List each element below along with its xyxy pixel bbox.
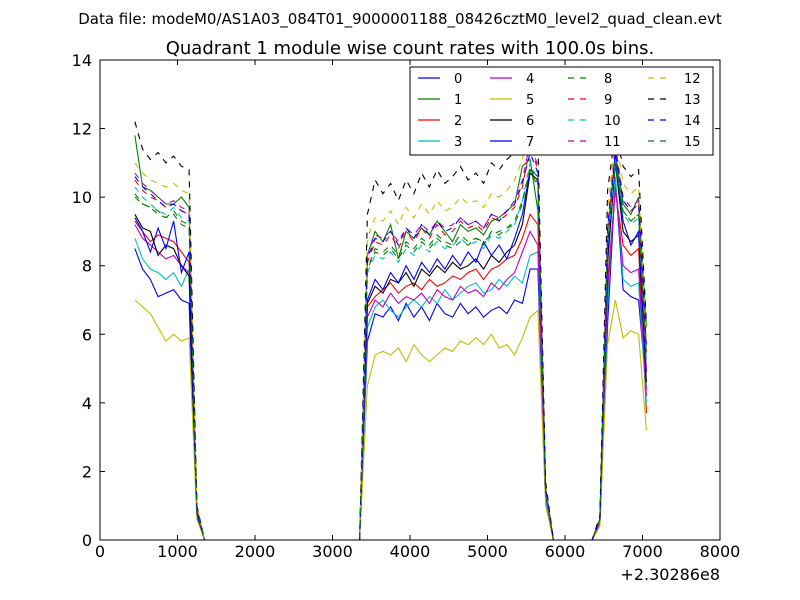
series-line-13 [134, 121, 647, 541]
legend-label-3: 3 [454, 135, 462, 150]
legend-label-12: 12 [684, 72, 701, 87]
y-tick-label: 4 [82, 394, 92, 413]
x-tick-label: 5000 [467, 542, 508, 561]
series-line-6 [134, 162, 647, 541]
x-offset-label: +2.30286e8 [620, 565, 720, 584]
series-line-2 [134, 190, 647, 541]
legend-label-10: 10 [604, 114, 621, 129]
x-tick-label: 0 [95, 542, 105, 561]
x-tick-label: 3000 [312, 542, 353, 561]
legend-label-7: 7 [526, 135, 534, 150]
y-tick-label: 12 [72, 120, 92, 139]
figure-suptitle: Data file: modeM0/AS1A03_084T01_90000011… [78, 10, 722, 29]
x-tick-label: 4000 [390, 542, 431, 561]
legend-label-15: 15 [684, 135, 701, 150]
series-line-5 [134, 299, 647, 541]
series-line-15 [134, 162, 647, 541]
legend-label-13: 13 [684, 93, 701, 108]
series-line-12 [134, 118, 647, 541]
x-tick-label: 8000 [700, 542, 741, 561]
legend-label-4: 4 [526, 72, 534, 87]
legend-label-11: 11 [604, 135, 621, 150]
series-line-0 [134, 179, 647, 541]
legend-label-0: 0 [454, 72, 462, 87]
x-tick-label: 1000 [157, 542, 198, 561]
x-tick-label: 7000 [622, 542, 663, 561]
y-tick-label: 8 [82, 257, 92, 276]
series-line-7 [134, 155, 647, 541]
legend-label-5: 5 [526, 93, 534, 108]
y-tick-label: 6 [82, 325, 92, 344]
legend-label-6: 6 [526, 114, 534, 129]
legend-label-1: 1 [454, 93, 462, 108]
x-tick-label: 2000 [235, 542, 276, 561]
series-line-4 [134, 186, 647, 541]
x-tick-label: 6000 [545, 542, 586, 561]
y-tick-label: 0 [82, 531, 92, 550]
y-tick-label: 2 [82, 462, 92, 481]
chart-title: Quadrant 1 module wise count rates with … [166, 38, 655, 59]
series-line-10 [134, 159, 647, 541]
y-tick-label: 14 [72, 51, 92, 70]
series-line-9 [134, 145, 647, 541]
legend-label-8: 8 [604, 72, 612, 87]
y-tick-label: 10 [72, 188, 92, 207]
legend-label-2: 2 [454, 114, 462, 129]
legend-frame [409, 66, 714, 156]
series-line-11 [134, 140, 647, 541]
legend-label-9: 9 [604, 93, 612, 108]
plot-series-group [134, 118, 647, 541]
x-axis: 0 1000 2000 3000 4000 5000 6000 7000 8000 [95, 60, 740, 561]
series-line-1 [134, 135, 647, 541]
series-line-8 [134, 162, 647, 541]
legend-label-14: 14 [684, 114, 701, 129]
